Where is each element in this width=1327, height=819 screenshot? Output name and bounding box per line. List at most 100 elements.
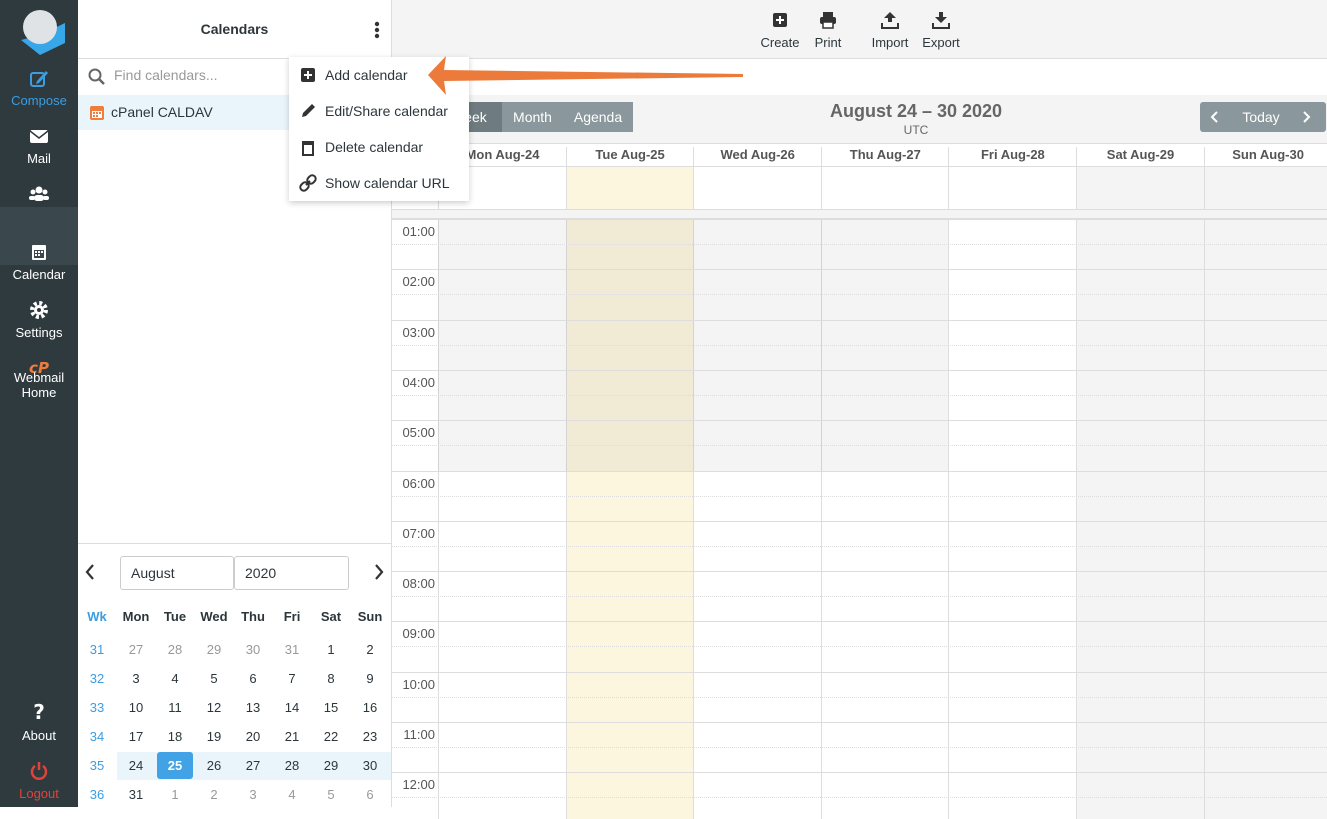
nav-item[interactable]: About xyxy=(22,728,56,743)
day-header: Fri Aug-28 xyxy=(948,147,1076,166)
week-number: 34 xyxy=(89,729,105,744)
day[interactable]: 27 xyxy=(245,758,261,773)
month-select[interactable]: August xyxy=(120,556,234,590)
hour-label: 11:00 xyxy=(403,727,435,742)
day[interactable]: 17 xyxy=(128,729,144,744)
day[interactable]: 10 xyxy=(128,700,144,715)
search-input[interactable]: Find calendars... xyxy=(114,67,218,83)
hour-line xyxy=(392,772,1327,774)
hour-line xyxy=(392,671,1327,673)
day[interactable]: 7 xyxy=(288,671,296,686)
toolbar-button[interactable]: Import xyxy=(871,35,909,50)
hour-line xyxy=(392,369,1327,371)
weekday-header: Wed xyxy=(200,609,228,624)
day[interactable]: 20 xyxy=(245,729,261,744)
day[interactable]: 29 xyxy=(206,642,222,657)
day[interactable]: 5 xyxy=(327,787,335,802)
day[interactable]: 28 xyxy=(284,758,300,773)
day[interactable]: 14 xyxy=(284,700,300,715)
day[interactable]: 27 xyxy=(128,642,144,657)
day[interactable]: 8 xyxy=(327,671,335,686)
prev-month[interactable] xyxy=(84,563,96,581)
day[interactable]: 29 xyxy=(323,758,339,773)
hour-line xyxy=(392,219,1327,220)
year-select[interactable]: 2020 xyxy=(234,556,349,590)
day[interactable]: 24 xyxy=(128,758,144,773)
day[interactable]: 23 xyxy=(362,729,378,744)
day-column xyxy=(1203,166,1327,210)
week-number: 32 xyxy=(89,671,105,686)
day-column xyxy=(820,219,949,819)
day[interactable]: 3 xyxy=(132,671,140,686)
nav-item[interactable]: Mail xyxy=(27,151,51,166)
half-hour-line xyxy=(392,294,1327,296)
day[interactable]: 1 xyxy=(327,642,335,657)
view-button[interactable]: Agenda xyxy=(563,102,633,132)
view-button[interactable]: Month xyxy=(502,102,563,132)
day[interactable]: 28 xyxy=(167,642,183,657)
nav-item[interactable]: Settings xyxy=(15,325,63,340)
icon xyxy=(299,174,317,192)
day[interactable]: 22 xyxy=(323,729,339,744)
day[interactable]: 30 xyxy=(362,758,378,773)
day-header: Sun Aug-30 xyxy=(1203,147,1327,166)
nav-item[interactable]: Logout xyxy=(19,786,59,801)
hour-line xyxy=(392,269,1327,271)
week-number: 35 xyxy=(89,758,105,773)
today-button[interactable]: Today xyxy=(1224,102,1298,132)
sidebar-title: Calendars xyxy=(78,0,391,59)
icon xyxy=(301,68,315,82)
day[interactable]: 19 xyxy=(206,729,222,744)
day[interactable]: 30 xyxy=(245,642,261,657)
nav-item[interactable]: Webmail Home xyxy=(13,370,65,400)
nav-item[interactable]: Calendar xyxy=(12,267,66,282)
day[interactable]: 18 xyxy=(167,729,183,744)
day[interactable]: 1 xyxy=(171,787,179,802)
day[interactable]: 11 xyxy=(168,700,182,715)
day[interactable]: 16 xyxy=(362,700,378,715)
hour-label: 07:00 xyxy=(402,525,435,541)
calendar-name[interactable]: cPanel CALDAV xyxy=(111,104,213,120)
hour-line xyxy=(392,571,1327,573)
half-hour-line xyxy=(392,747,1327,748)
day[interactable]: 21 xyxy=(284,729,300,744)
icon xyxy=(29,130,49,143)
calendar-menu: Add calendar Edit/Share calendar Delete ca… xyxy=(289,57,469,201)
day[interactable]: 4 xyxy=(171,671,179,686)
next-month[interactable] xyxy=(373,563,385,581)
hour-label: 08:00 xyxy=(402,576,435,592)
menu-item[interactable]: Show calendar URL xyxy=(325,175,450,191)
day[interactable]: 15 xyxy=(323,700,339,715)
menu-item[interactable]: Edit/Share calendar xyxy=(325,103,448,119)
more-button[interactable] xyxy=(374,21,380,39)
day[interactable]: 6 xyxy=(366,787,374,802)
toolbar-button[interactable]: Create xyxy=(760,35,800,50)
half-hour-line xyxy=(392,394,1327,396)
allday-border xyxy=(392,166,1327,167)
hour-label: 01:00 xyxy=(402,224,435,239)
half-hour-line xyxy=(392,696,1327,698)
day[interactable]: 4 xyxy=(288,787,296,802)
toolbar-button[interactable]: Export xyxy=(922,35,960,50)
day[interactable]: 9 xyxy=(366,671,374,686)
toolbar-button[interactable]: Print xyxy=(814,35,842,50)
icon xyxy=(932,12,950,29)
menu-item[interactable]: Delete calendar xyxy=(325,139,424,155)
icon: cP xyxy=(29,359,49,377)
day[interactable]: 6 xyxy=(249,671,257,686)
day[interactable]: 3 xyxy=(249,787,257,802)
menu-item[interactable]: Add calendar xyxy=(325,67,408,83)
icon xyxy=(30,301,48,319)
day[interactable]: 31 xyxy=(284,642,300,657)
day[interactable]: 25 xyxy=(167,758,183,773)
day[interactable]: 26 xyxy=(206,758,222,773)
day[interactable]: 13 xyxy=(245,700,261,715)
day[interactable]: 2 xyxy=(366,642,374,657)
day-column xyxy=(1076,219,1204,819)
nav-item[interactable]: Compose xyxy=(11,93,67,108)
day[interactable]: 5 xyxy=(210,671,218,686)
day[interactable]: 31 xyxy=(128,787,144,802)
day[interactable]: 2 xyxy=(210,787,218,802)
day[interactable]: 12 xyxy=(206,700,222,715)
